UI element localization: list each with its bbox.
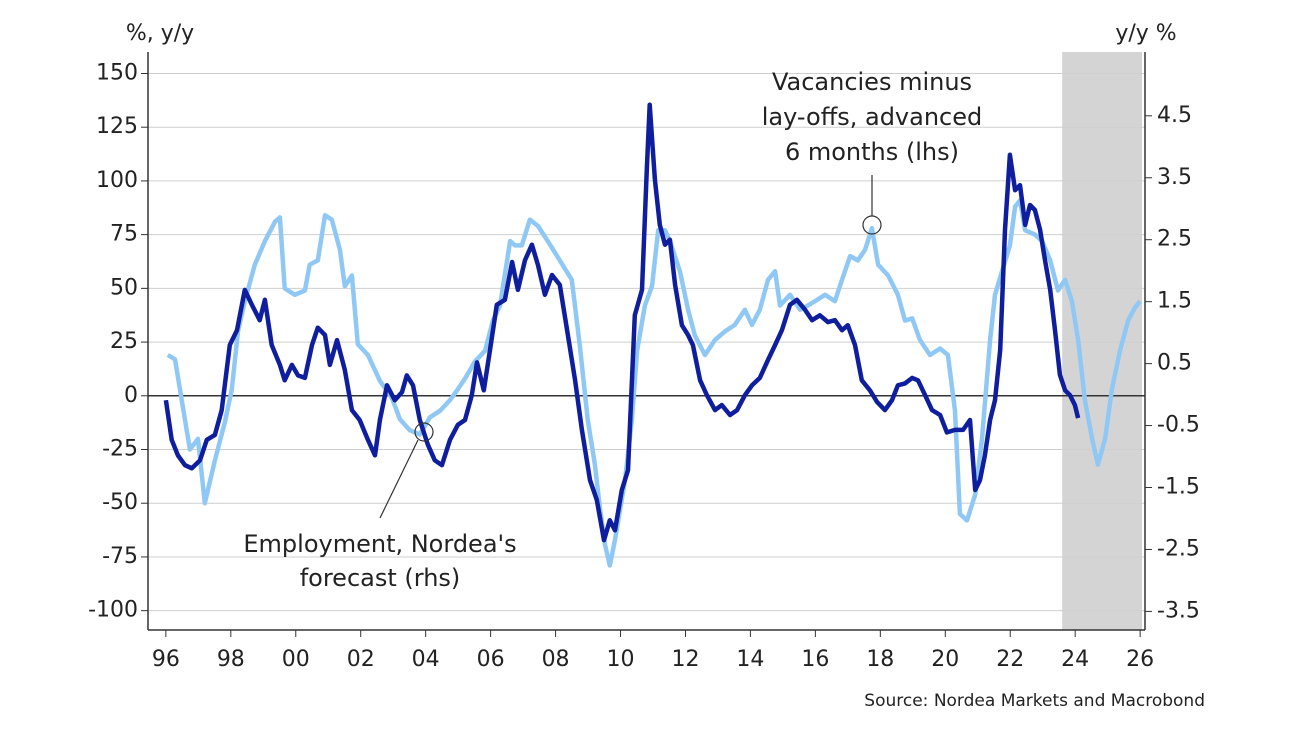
y2-tick-label: -3.5: [1157, 598, 1200, 623]
y2-tick-label: -1.5: [1157, 475, 1200, 500]
x-tick-label: 96: [152, 647, 180, 672]
y2-tick-label: 3.5: [1157, 165, 1192, 190]
y2-tick-label: 1.5: [1157, 289, 1192, 314]
y-tick-label: 125: [96, 114, 138, 139]
annotation-text: Employment, Nordea's: [243, 530, 516, 558]
x-tick-label: 22: [996, 647, 1024, 672]
y2-tick-label: -0.5: [1157, 413, 1200, 438]
y-tick-label: 150: [96, 60, 138, 85]
annotation-text: lay-offs, advanced: [762, 103, 983, 131]
y-tick-label: -100: [88, 598, 138, 623]
annotation-text: Vacancies minus: [772, 68, 972, 96]
series-line: [163, 102, 1081, 543]
x-tick-label: 02: [347, 647, 375, 672]
x-tick-label: 00: [282, 647, 310, 672]
x-tick-label: 18: [866, 647, 894, 672]
y-tick-label: -25: [102, 437, 138, 462]
y2-tick-label: 0.5: [1157, 351, 1192, 376]
annotation-circle: [862, 215, 882, 235]
y2-axis-label: y/y %: [1115, 21, 1176, 46]
y-tick-label: 75: [110, 222, 138, 247]
x-tick-label: 06: [477, 647, 505, 672]
x-tick-label: 14: [736, 647, 764, 672]
x-tick-label: 26: [1126, 647, 1154, 672]
source: Source: Nordea Markets and Macrobond: [864, 691, 1205, 711]
x-tick-label: 16: [801, 647, 829, 672]
x-tick-label: 10: [607, 647, 635, 672]
annotation-text: 6 months (lhs): [785, 138, 959, 166]
x-tick-label: 12: [671, 647, 699, 672]
y2-tick-label: -2.5: [1157, 536, 1200, 561]
annotation-text: forecast (rhs): [300, 564, 461, 592]
y-tick-label: -75: [102, 544, 138, 569]
y2-tick-label: 4.5: [1157, 103, 1192, 128]
annotation-circle: [414, 422, 434, 442]
x-tick-label: 04: [412, 647, 440, 672]
annotation-leader: [379, 439, 419, 519]
y-axis-label: %, y/y: [126, 21, 194, 46]
y-tick-label: 100: [96, 168, 138, 193]
x-tick-label: 24: [1061, 647, 1089, 672]
series-line: [166, 198, 1142, 568]
y-tick-label: 50: [110, 275, 138, 300]
x-tick-label: 98: [217, 647, 245, 672]
y-tick-label: -50: [102, 490, 138, 515]
x-tick-label: 08: [542, 647, 570, 672]
x-tick-label: 20: [931, 647, 959, 672]
y-tick-label: 0: [124, 383, 138, 408]
y2-tick-label: 2.5: [1157, 227, 1192, 252]
forecast-shade: [1062, 52, 1143, 630]
y-tick-label: 25: [110, 329, 138, 354]
